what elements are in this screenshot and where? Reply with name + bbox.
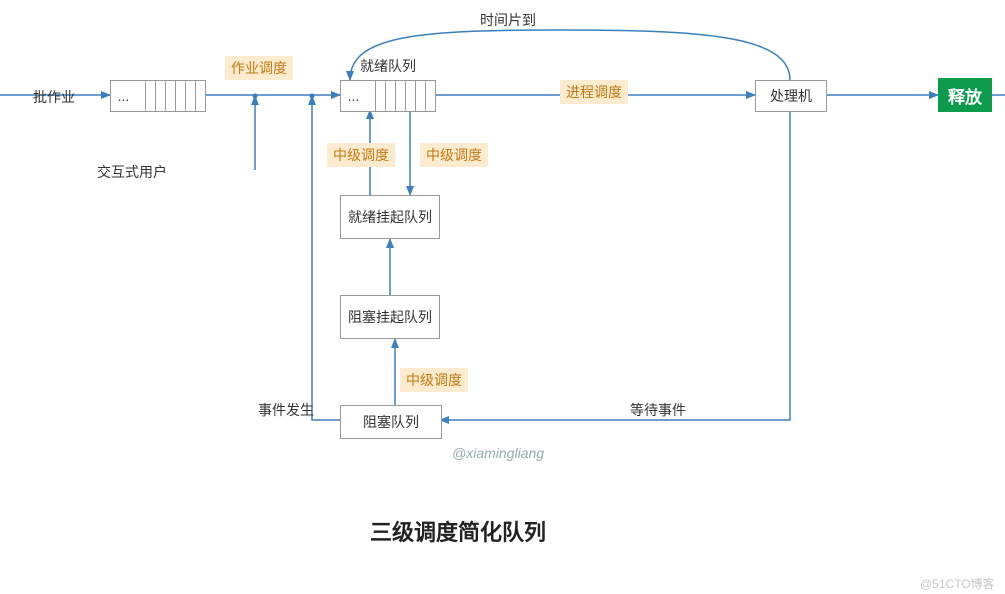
- ready-queue: ...: [340, 80, 435, 110]
- batch-queue: ...: [110, 80, 205, 110]
- batch-jobs-label: 批作业: [33, 87, 75, 107]
- watermark-right: @51CTO博客: [920, 575, 995, 592]
- queue-slots: [135, 80, 206, 112]
- queue-dots: ...: [340, 80, 367, 112]
- wait-event-label: 等待事件: [630, 400, 686, 420]
- arrow-timeslice: [350, 30, 790, 80]
- ready-queue-title: 就绪队列: [360, 56, 416, 76]
- ready-suspended-box: 就绪挂起队列: [340, 195, 440, 239]
- arrow-join-blocked-to-ready-event: [310, 94, 315, 99]
- blocked-suspended-label: 阻塞挂起队列: [348, 308, 432, 326]
- blocked-queue-box: 阻塞队列: [340, 405, 442, 439]
- mid-sched-a-label: 中级调度: [327, 143, 395, 167]
- release-label: 释放: [948, 83, 982, 108]
- timeslice-label: 时间片到: [480, 10, 536, 30]
- arrow-join-interactive-to-stream: [253, 94, 258, 99]
- watermark-center: @xiamingliang: [452, 445, 544, 461]
- event-occur-label: 事件发生: [258, 400, 314, 420]
- cpu-label: 处理机: [770, 86, 812, 106]
- queue-dots: ...: [110, 80, 137, 112]
- proc-sched-label: 进程调度: [560, 80, 628, 104]
- ready-suspended-label: 就绪挂起队列: [348, 208, 432, 226]
- job-sched-label: 作业调度: [225, 56, 293, 80]
- interactive-user-label: 交互式用户: [97, 162, 167, 182]
- cpu-box: 处理机: [755, 80, 827, 112]
- release-box: 释放: [938, 78, 992, 112]
- arrow-cpu-to-blocked: [440, 110, 790, 420]
- mid-sched-b-label: 中级调度: [420, 143, 488, 167]
- diagram-title: 三级调度简化队列: [370, 515, 546, 547]
- blocked-suspended-box: 阻塞挂起队列: [340, 295, 440, 339]
- blocked-queue-label: 阻塞队列: [363, 412, 419, 432]
- queue-slots: [365, 80, 436, 112]
- mid-sched-c-label: 中级调度: [400, 368, 468, 392]
